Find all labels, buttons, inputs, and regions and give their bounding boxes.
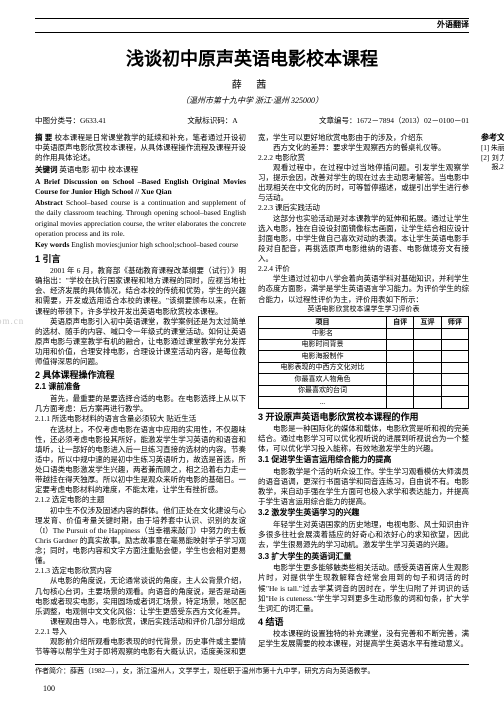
- subheading: 3.1 促进学生语言运用综合能力的提高: [258, 455, 469, 466]
- table-row: 你最喜欢人物角色: [259, 374, 469, 385]
- para: 电影学生更多能够触类些相关活动。感受英语首席人生观影片时，对提供学生现教解释含经…: [258, 563, 469, 614]
- reference-item: [2] 刘力菊.淡谈英语教学电影与英语教学[J].湖北广播电视大学报,2011.: [492, 154, 504, 173]
- author-name: 薛 茜: [35, 79, 469, 93]
- references-list: [1] 朱丽萍.英语电影教程[M].北京:外语教学研究社,2000. [2] 刘…: [481, 144, 504, 172]
- keywords-zh-label: 关键词: [35, 165, 58, 174]
- en-kw-label: Key words: [35, 240, 69, 249]
- table-row: 电影海报制作: [259, 351, 469, 362]
- heading-4: 4 结语: [258, 616, 469, 628]
- table-row: ...: [259, 397, 469, 408]
- subsubheading: 2.1.3 选定电影欣赏内容: [35, 566, 246, 576]
- para: 首先，最重要的是要选择合适的电影。在电影选择上从以下几方面考虑：后方案再进行教学…: [35, 394, 246, 414]
- page-number: 100: [35, 684, 469, 695]
- evaluation-table: 项目 自评 互评 师评 中影名 电影时间背景 电影海报制作 电影表现的中西方文化…: [258, 316, 469, 409]
- para: 年轻学生对英语国家的历史地理，电视电影、风士知识由许多很多往社会展演着插应的好奇…: [258, 520, 469, 550]
- affiliation: （温州市第十九中学 浙江·温州 325000）: [35, 96, 469, 107]
- classification-row: 中图分类号：G633.41 文献标识码：A 文章编号：1672－7894（201…: [35, 116, 469, 126]
- para: 英语原声电影引入初中英语课堂，教学案例还是为太过简单的选材、随手的内容、喊口令一…: [35, 317, 246, 368]
- abstract-zh-text: 校本课程是日常课堂教学的延续和补充，笔者通过开设初中英语原声电影欣赏校本课程，从…: [35, 133, 246, 162]
- heading-2: 2 具体课程操作流程: [35, 369, 246, 381]
- subheading: 2.1 课前准备: [35, 382, 246, 393]
- para: 校本课程的设置独特的补充课堂，没有完善和不断完善，满足学生发展需要的校本课程，对…: [258, 629, 469, 649]
- td: 电影时间背景: [259, 339, 387, 350]
- para: 电影是一种国际化的媒体和载体，电影欣赏是听和视的完美结合。通过电影学习可以优化视…: [258, 424, 469, 454]
- para: 课程观由导入，电影欣赏，课后实践活动和评价几部分组成: [35, 617, 246, 627]
- page-container: 外语翻译 浅谈初中原声英语电影校本课程 薛 茜 （温州市第十九中学 浙江·温州 …: [0, 0, 504, 705]
- th: 互评: [414, 317, 441, 328]
- th: 自评: [387, 317, 414, 328]
- subsubheading: 2.1.2 选定电影的主题: [35, 495, 246, 505]
- subsubheading: 2.2.4 评价: [258, 264, 469, 274]
- en-kw-text: English movies;junior high school;school…: [71, 240, 238, 249]
- para: 观看过程中，在过程中过当地停插问题。引发学生观察学习，提示会因，改善对学生的现在…: [258, 163, 469, 204]
- para: 学生通过过初中八学会着向英语学科对基础知识，并利学生的态度方面影，满学是学生英语…: [258, 274, 469, 304]
- para: 西方文化的差异：要求学生观察西方的餐桌礼仪等。: [258, 143, 469, 153]
- table-header-row: 项目 自评 互评 师评: [259, 317, 469, 328]
- para: 初中生不仅涉及固述内容的群体。他们正处在文化建设与心理发育、价值考量关键时期，由…: [35, 506, 246, 567]
- th: 师评: [441, 317, 468, 328]
- th: 项目: [259, 317, 387, 328]
- author-bio-footer: 作者简介：薛茜（1982—），女，浙江温州人，文学学士，现任职于温州市第十九中学…: [35, 664, 469, 676]
- heading-1: 1 引言: [35, 253, 246, 265]
- td: 你最喜欢的台词: [259, 385, 387, 396]
- td: ...: [259, 397, 387, 408]
- header-category: 外语翻译: [35, 18, 469, 33]
- subsubheading: 2.2.1 导入: [35, 627, 246, 637]
- keywords-zh-text: 英语电影 初中 校本课程: [59, 165, 138, 174]
- subsubheading: 2.1.1 所选电影材料的语言含量必须较大 贴近生活: [35, 414, 246, 424]
- en-abs-text: School–based course is a continuation an…: [35, 198, 246, 237]
- doc-code: 文献标识码：A: [187, 116, 237, 126]
- table-caption: 英语电影欣赏校本课学生学习评价表: [258, 305, 469, 314]
- para: 这部分也实验活动是对本课教学的延伸和拓展。通过让学生选入电影，独在自设设封面镜像…: [258, 214, 469, 265]
- td: 你最喜欢人物角色: [259, 374, 387, 385]
- subsubheading: 2.2.3 课后实践活动: [258, 203, 469, 213]
- subheading: 3.3 扩大学生的英语词汇量: [258, 552, 469, 563]
- table-row: 电影时间背景: [259, 339, 469, 350]
- table-row: 中影名: [259, 328, 469, 339]
- para: 2001 年 6 月，教育部《基础教育课程改革纲要（试行）》明确指出："学校在执…: [35, 266, 246, 317]
- article-title: 浅谈初中原声英语电影校本课程: [35, 47, 469, 71]
- abstract-zh-label: 摘 要: [35, 133, 52, 142]
- para: 在选材上，不仅考虑电影在语言中应用的实用性，不仅趣味性，还必须考虑电影投其所好，…: [35, 425, 246, 496]
- td: 电影表现的中西方文化对比: [259, 362, 387, 373]
- clc-number: 中图分类号：G633.41: [35, 116, 106, 126]
- td: 中影名: [259, 328, 387, 339]
- en-abs-label: Abstract: [35, 198, 63, 207]
- td: 电影海报制作: [259, 351, 387, 362]
- table-row: 电影表现的中西方文化对比: [259, 362, 469, 373]
- para: 从电影的角度说，无论通常谈说的角度，主人公背景介绍，几句核心台词，主要场景的观看…: [35, 576, 246, 617]
- keywords-zh: 关键词 英语电影 初中 校本课程: [35, 165, 246, 175]
- english-abstract: Abstract School–based course is a contin…: [35, 198, 246, 239]
- para: 电影教学是个活的听众设工作。学生学习观看模仿大师演员的语音语调，更深行书面语学和…: [258, 467, 469, 508]
- english-keywords: Key words English movies;junior high sch…: [35, 240, 246, 250]
- english-title: A Brief Discussion on School –Based Engl…: [35, 177, 246, 197]
- subsubheading: 2.2.2 电影欣赏: [258, 153, 469, 163]
- subheading: 3.2 激发学生英语学习的兴趣: [258, 508, 469, 519]
- watermark: com.cn: [0, 315, 24, 327]
- heading-3: 3 开设原声英语电影欣赏校本课程的作用: [258, 411, 469, 423]
- abstract-zh: 摘 要 校本课程是日常课堂教学的延续和补充，笔者通过开设初中英语原声电影欣赏校本…: [35, 133, 246, 163]
- table-row: 你最喜欢的台词: [259, 385, 469, 396]
- reference-item: [1] 朱丽萍.英语电影教程[M].北京:外语教学研究社,2000.: [492, 144, 504, 153]
- article-id: 文章编号：1672－7894（2013）02－0100－01: [319, 116, 469, 126]
- two-column-body: 摘 要 校本课程是日常课堂教学的延续和补充，笔者通过开设初中英语原声电影欣赏校本…: [35, 133, 469, 658]
- references-heading: 参考文献: [481, 133, 504, 144]
